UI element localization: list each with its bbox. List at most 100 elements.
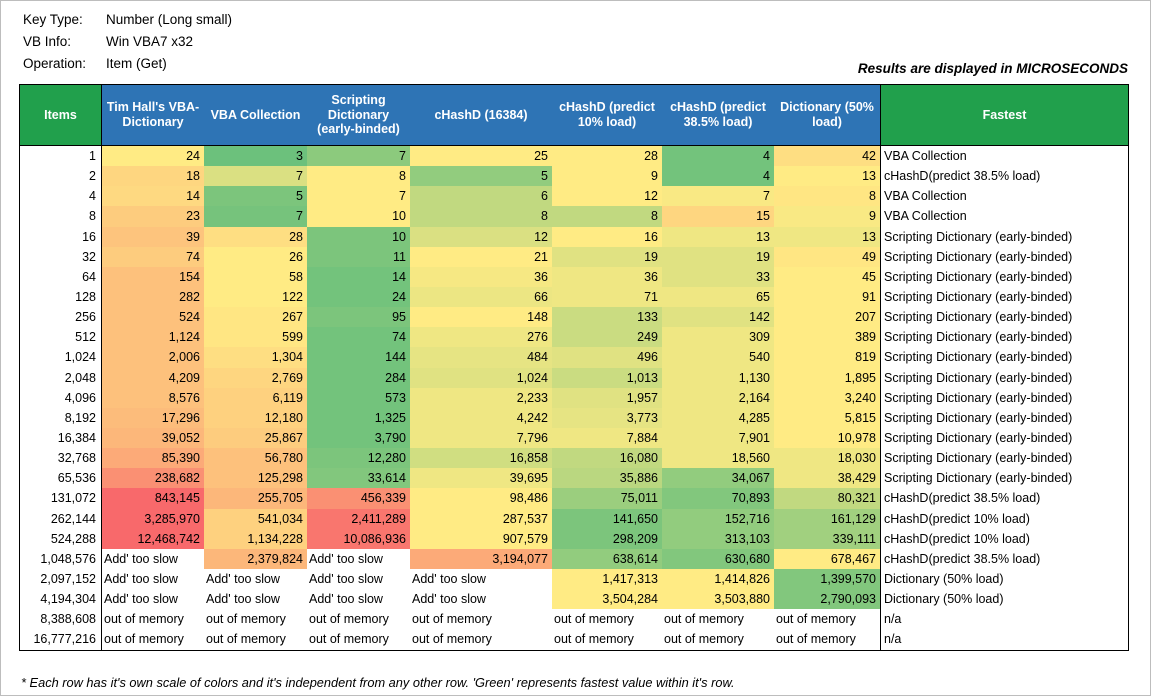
items-cell[interactable]: 2 [20,166,102,187]
value-cell[interactable]: out of memory [662,609,774,630]
value-cell[interactable]: 70,893 [662,488,774,509]
value-cell[interactable]: 1,957 [552,387,662,408]
value-cell[interactable]: 238,682 [102,468,204,489]
value-cell[interactable]: 1,134,228 [204,528,307,549]
items-cell[interactable]: 1 [20,146,102,167]
value-cell[interactable]: 42 [774,146,880,167]
value-cell[interactable]: 56,780 [204,448,307,469]
value-cell[interactable]: out of memory [204,609,307,630]
fastest-cell[interactable]: Scripting Dictionary (early-binded) [880,226,1128,247]
value-cell[interactable]: 39,052 [102,427,204,449]
value-cell[interactable]: 3 [204,146,307,167]
value-cell[interactable]: 541,034 [204,508,307,529]
value-cell[interactable]: 8,576 [102,387,204,408]
value-cell[interactable]: out of memory [307,629,410,650]
value-cell[interactable]: 8 [307,166,410,187]
value-cell[interactable]: 14 [102,186,204,207]
value-cell[interactable]: 12 [552,186,662,207]
value-cell[interactable]: 540 [662,347,774,368]
items-cell[interactable]: 8,192 [20,407,102,428]
value-cell[interactable]: 85,390 [102,448,204,469]
value-cell[interactable]: 2,411,289 [307,508,410,529]
value-cell[interactable]: 276 [410,327,552,348]
value-cell[interactable]: Add' too slow [102,568,204,590]
value-cell[interactable]: 28 [204,226,307,247]
value-cell[interactable]: 10 [307,206,410,227]
value-cell[interactable]: out of memory [774,629,880,650]
value-cell[interactable]: 1,024 [410,367,552,388]
value-cell[interactable]: 3,790 [307,427,410,449]
column-header[interactable]: VBA Collection [204,85,307,145]
value-cell[interactable]: 7 [307,186,410,207]
value-cell[interactable]: 1,325 [307,407,410,428]
value-cell[interactable]: 15 [662,206,774,227]
column-header[interactable]: cHashD (16384) [410,85,552,145]
value-cell[interactable]: 36 [410,266,552,287]
column-header[interactable]: Fastest [880,85,1128,145]
fastest-cell[interactable]: VBA Collection [880,206,1128,227]
fastest-cell[interactable]: n/a [880,629,1128,650]
fastest-cell[interactable]: cHashD(predict 10% load) [880,528,1128,549]
fastest-cell[interactable]: VBA Collection [880,186,1128,207]
column-header[interactable]: Items [20,85,102,145]
value-cell[interactable]: Add' too slow [410,589,552,610]
value-cell[interactable]: 122 [204,286,307,308]
value-cell[interactable]: 298,209 [552,528,662,549]
value-cell[interactable]: 18,560 [662,448,774,469]
value-cell[interactable]: 7 [204,166,307,187]
value-cell[interactable]: 25,867 [204,427,307,449]
value-cell[interactable]: 7,901 [662,427,774,449]
value-cell[interactable]: 389 [774,327,880,348]
value-cell[interactable]: 35,886 [552,468,662,489]
value-cell[interactable]: 3,194,077 [410,548,552,569]
value-cell[interactable]: 249 [552,327,662,348]
value-cell[interactable]: 524 [102,307,204,328]
value-cell[interactable]: out of memory [552,609,662,630]
value-cell[interactable]: 4,209 [102,367,204,388]
value-cell[interactable]: 12,180 [204,407,307,428]
value-cell[interactable]: Add' too slow [307,548,410,569]
items-cell[interactable]: 2,048 [20,367,102,388]
value-cell[interactable]: 148 [410,307,552,328]
items-cell[interactable]: 128 [20,286,102,308]
value-cell[interactable]: 12,280 [307,448,410,469]
value-cell[interactable]: 13 [774,226,880,247]
items-cell[interactable]: 8,388,608 [20,609,102,630]
value-cell[interactable]: 144 [307,347,410,368]
column-header[interactable]: cHashD (predict 38.5% load) [662,85,774,145]
value-cell[interactable]: Add' too slow [307,568,410,590]
items-cell[interactable]: 4,096 [20,387,102,408]
value-cell[interactable]: 49 [774,246,880,267]
value-cell[interactable]: 12,468,742 [102,528,204,549]
value-cell[interactable]: 24 [307,286,410,308]
fastest-cell[interactable]: Scripting Dictionary (early-binded) [880,367,1128,388]
items-cell[interactable]: 64 [20,266,102,287]
value-cell[interactable]: 10,086,936 [307,528,410,549]
value-cell[interactable]: 28 [552,146,662,167]
fastest-cell[interactable]: Scripting Dictionary (early-binded) [880,427,1128,449]
value-cell[interactable]: 630,680 [662,548,774,569]
value-cell[interactable]: 45 [774,266,880,287]
value-cell[interactable]: 13 [662,226,774,247]
value-cell[interactable]: 26 [204,246,307,267]
value-cell[interactable]: 2,164 [662,387,774,408]
value-cell[interactable]: 10,978 [774,427,880,449]
fastest-cell[interactable]: cHashD(predict 38.5% load) [880,488,1128,509]
value-cell[interactable]: 34,067 [662,468,774,489]
value-cell[interactable]: 1,130 [662,367,774,388]
value-cell[interactable]: 58 [204,266,307,287]
value-cell[interactable]: out of memory [307,609,410,630]
value-cell[interactable]: 19 [662,246,774,267]
value-cell[interactable]: 1,124 [102,327,204,348]
column-header[interactable]: cHashD (predict 10% load) [552,85,662,145]
value-cell[interactable]: Add' too slow [204,568,307,590]
value-cell[interactable]: 12 [410,226,552,247]
value-cell[interactable]: 339,111 [774,528,880,549]
value-cell[interactable]: 456,339 [307,488,410,509]
value-cell[interactable]: 98,486 [410,488,552,509]
value-cell[interactable]: 3,285,970 [102,508,204,529]
value-cell[interactable]: out of memory [662,629,774,650]
value-cell[interactable]: 39,695 [410,468,552,489]
value-cell[interactable]: 66 [410,286,552,308]
value-cell[interactable]: 33 [662,266,774,287]
